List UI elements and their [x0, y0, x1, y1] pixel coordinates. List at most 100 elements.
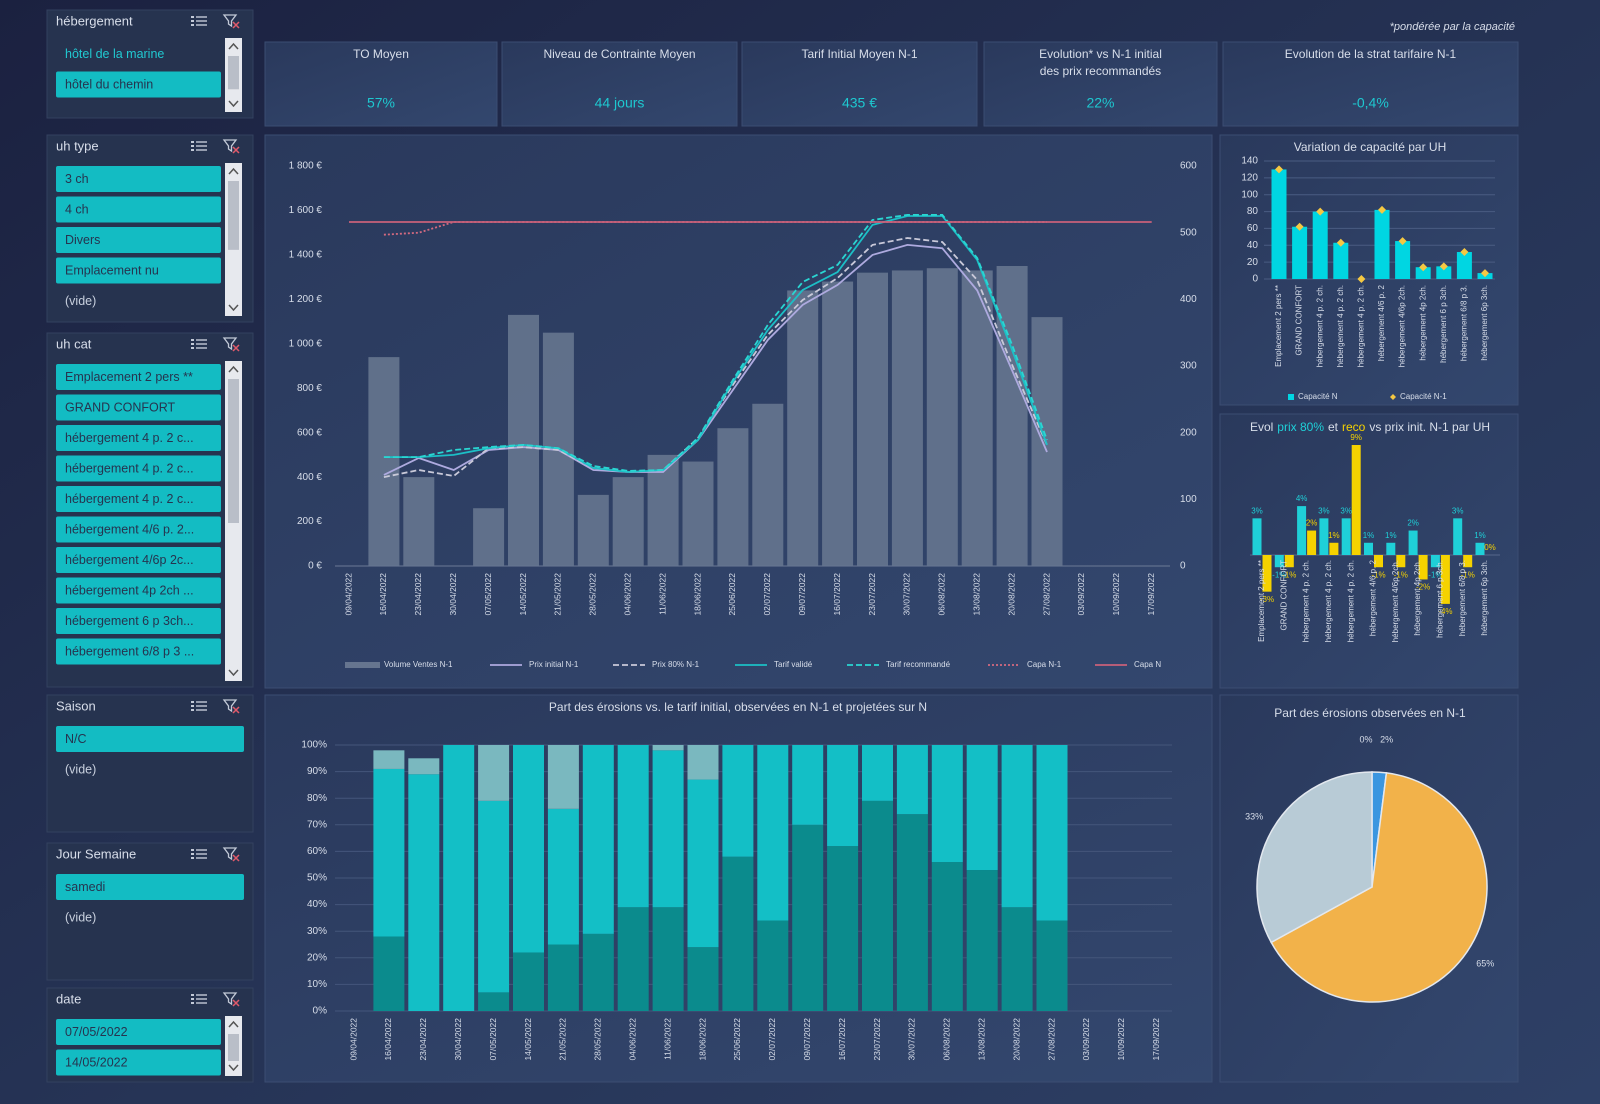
bar-segment [408, 774, 440, 1011]
slicer-item[interactable]: GRAND CONFORT [56, 394, 221, 421]
slicer-item[interactable]: hébergement 4/6p 2c... [56, 547, 221, 573]
slicer-item-bg[interactable] [56, 874, 244, 900]
slicer-item-bg[interactable] [56, 425, 221, 451]
slicer-item[interactable]: hébergement 4/6 p. 2... [56, 516, 221, 543]
multi-select-icon[interactable] [191, 849, 207, 859]
kpi-tile [501, 41, 738, 127]
slicer-item[interactable]: hébergement 4p 2ch ... [56, 577, 221, 604]
slicer-item-label[interactable]: 14/05/2022 [65, 1055, 128, 1069]
slicer-item-bg[interactable] [56, 394, 221, 421]
slicer-item[interactable]: (vide) [65, 910, 96, 924]
slicer-item[interactable]: samedi [56, 874, 244, 900]
slicer-item-label[interactable]: hôtel du chemin [65, 77, 153, 91]
slicer-item-label[interactable]: 07/05/2022 [65, 1025, 128, 1039]
multi-select-icon[interactable] [191, 339, 207, 349]
bar [1333, 242, 1349, 279]
slicer-item[interactable]: 14/05/2022 [56, 1049, 221, 1076]
clear-filter-icon[interactable] [222, 699, 240, 714]
slicer-item-label[interactable]: 3 ch [65, 172, 89, 186]
slicer-item-label[interactable]: hébergement 4/6p 2c... [65, 553, 194, 567]
slicer-item[interactable]: hébergement 6/8 p 3 ... [56, 638, 221, 665]
slicer-item-bg[interactable] [56, 608, 221, 634]
slicer-item[interactable]: N/C [56, 726, 244, 752]
bar [682, 461, 714, 566]
slicer-item-label[interactable]: hébergement 4/6 p. 2... [65, 522, 194, 536]
scrollbar-thumb[interactable] [228, 56, 239, 90]
multi-select-icon[interactable] [191, 994, 207, 1004]
slicer-item-label[interactable]: (vide) [65, 294, 96, 308]
slicer-item[interactable]: hôtel de la marine [65, 47, 164, 61]
multi-select-icon[interactable] [191, 141, 207, 151]
slicer-item-bg[interactable] [56, 577, 221, 604]
slicer-item-label[interactable]: hébergement 4p 2ch ... [65, 583, 194, 597]
clear-filter-icon[interactable] [222, 847, 240, 862]
slicer-item-label[interactable]: hébergement 4 p. 2 c... [65, 492, 194, 506]
clear-filter-icon[interactable] [222, 14, 240, 29]
scroll-up[interactable] [228, 1020, 239, 1028]
y-tick-label: 1 000 € [289, 338, 323, 349]
clear-filter-icon[interactable] [222, 992, 240, 1007]
slicer-item-label[interactable]: GRAND CONFORT [65, 400, 176, 414]
scrollbar-thumb[interactable] [228, 379, 239, 523]
slicer-item-label[interactable]: hébergement 6 p 3ch... [65, 614, 194, 628]
scrollbar-thumb[interactable] [228, 181, 239, 250]
slicer-item-label[interactable]: hébergement 4 p. 2 c... [65, 431, 194, 445]
slicer-item-label[interactable]: samedi [65, 880, 105, 894]
multi-select-icon[interactable] [191, 701, 207, 711]
scroll-up[interactable] [228, 167, 239, 175]
slicer-item-bg[interactable] [56, 726, 244, 752]
slicer-item-bg[interactable] [56, 166, 221, 192]
slicer-item-bg[interactable] [56, 364, 221, 390]
scroll-down[interactable] [228, 100, 239, 108]
slicer-item-label[interactable]: hébergement 6/8 p 3 ... [65, 644, 194, 658]
y-tick-label: 1 200 € [289, 294, 323, 305]
slicer-item-label[interactable]: hébergement 4 p. 2 c... [65, 461, 194, 475]
slicer-item[interactable]: hébergement 6 p 3ch... [56, 608, 221, 634]
clear-filter-icon[interactable] [222, 337, 240, 352]
x-tick-label: 10/09/2022 [1116, 1018, 1126, 1061]
scroll-up[interactable] [228, 365, 239, 373]
x-tick-label: hébergement 6/8 p 3. [1460, 285, 1469, 361]
slicer-item-label[interactable]: Divers [65, 233, 100, 247]
slicer-item[interactable]: (vide) [65, 762, 96, 776]
slicer-item-bg[interactable] [56, 638, 221, 665]
scroll-up[interactable] [228, 42, 239, 50]
slicer-item-bg[interactable] [56, 71, 221, 98]
slicer-item[interactable]: hébergement 4 p. 2 c... [56, 486, 221, 512]
slicer-item[interactable]: hôtel du chemin [56, 71, 221, 98]
slicer-item-label[interactable]: (vide) [65, 910, 96, 924]
slicer-item-label[interactable]: Emplacement nu [65, 263, 159, 277]
slicer-item[interactable]: Emplacement 2 pers ** [56, 364, 221, 390]
slicer-item[interactable]: Emplacement nu [56, 257, 221, 284]
slicer-item[interactable]: 4 ch [56, 196, 221, 223]
slicer-item-bg[interactable] [56, 227, 221, 253]
slicer-item[interactable]: (vide) [65, 294, 96, 308]
multi-select-icon[interactable] [191, 16, 207, 26]
data-label: 3% [1340, 506, 1352, 515]
scrollbar-thumb[interactable] [228, 1034, 239, 1061]
scroll-down[interactable] [228, 304, 239, 312]
slicer-item-bg[interactable] [56, 196, 221, 223]
slicer-item[interactable]: hébergement 4 p. 2 c... [56, 425, 221, 451]
clear-filter-icon[interactable] [222, 139, 240, 154]
slicer-item-bg[interactable] [56, 547, 221, 573]
slicer-item[interactable]: 07/05/2022 [56, 1019, 221, 1045]
slicer-item[interactable]: 3 ch [56, 166, 221, 192]
slicer-item-bg[interactable] [56, 1019, 221, 1045]
scroll-down[interactable] [228, 669, 239, 677]
slicer-item-bg[interactable] [56, 516, 221, 543]
icon-dot [191, 857, 194, 859]
slicer-item-label[interactable]: N/C [65, 732, 87, 746]
slicer-item-label[interactable]: 4 ch [65, 202, 89, 216]
slicer-item-label[interactable]: (vide) [65, 762, 96, 776]
scroll-down[interactable] [228, 1064, 239, 1072]
slicer-item[interactable]: hébergement 4 p. 2 c... [56, 455, 221, 482]
slicer-item-label[interactable]: Emplacement 2 pers ** [65, 370, 193, 384]
slicer-item-bg[interactable] [56, 486, 221, 512]
bar-segment [513, 745, 544, 953]
slicer-item-bg[interactable] [56, 257, 221, 284]
slicer-item[interactable]: Divers [56, 227, 221, 253]
slicer-item-bg[interactable] [56, 1049, 221, 1076]
slicer-item-bg[interactable] [56, 455, 221, 482]
slicer-item-label[interactable]: hôtel de la marine [65, 47, 164, 61]
